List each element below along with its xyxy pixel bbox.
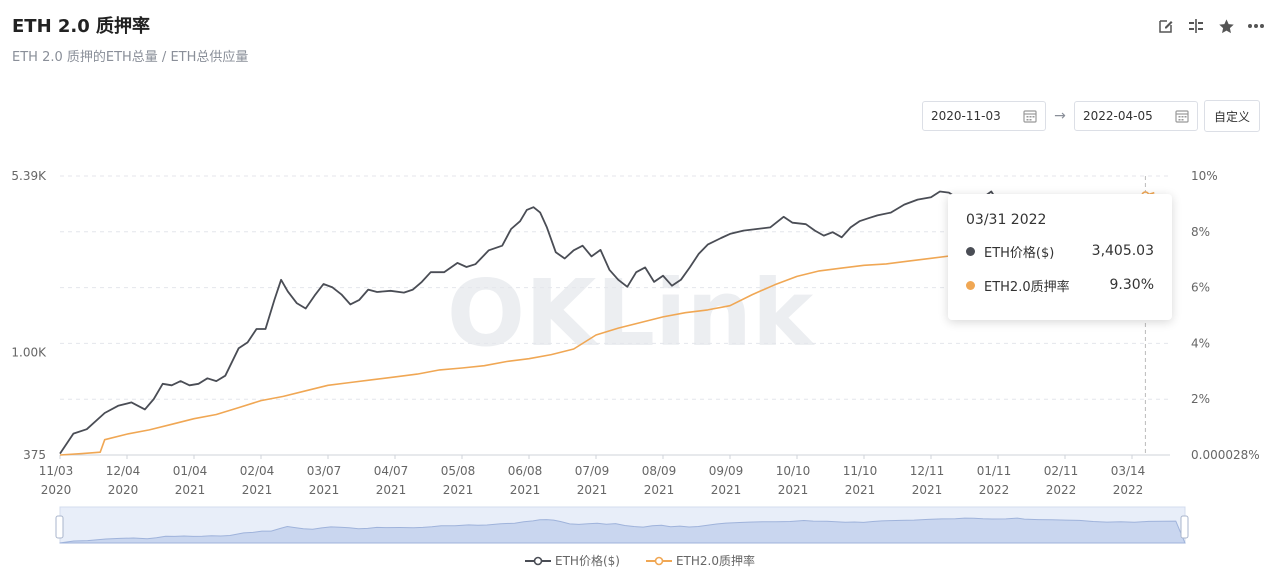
x-tick-year: 2021	[778, 483, 809, 497]
x-tick-label: 10/10	[776, 464, 811, 478]
start-date-field[interactable]: 2020-11-03	[921, 101, 1046, 131]
end-date-value: 2022-04-05	[1082, 109, 1153, 123]
x-tick-label: 02/11	[1044, 464, 1079, 478]
zoom-preview-area	[59, 517, 1186, 544]
watermark-logo: OKLink	[447, 260, 815, 367]
x-tick-label: 06/08	[508, 464, 543, 478]
right-axis: 0.000028% 2% 4% 6% 8% 10%	[1191, 169, 1260, 462]
legend-line-icon	[645, 556, 672, 565]
right-tick-label: 2%	[1191, 392, 1210, 406]
tooltip-series-name: ETH2.0质押率	[984, 279, 1070, 295]
right-tick-label: 0.000028%	[1191, 448, 1260, 462]
left-tick-label: 375	[23, 448, 46, 462]
left-axis: 375 1.00K 5.39K	[11, 169, 47, 462]
legend-item-stake[interactable]: ETH2.0质押率	[645, 552, 755, 569]
x-tick-year: 2021	[845, 483, 876, 497]
legend-label: ETH2.0质押率	[675, 554, 755, 568]
right-tick-label: 6%	[1191, 281, 1210, 295]
x-tick-year: 2021	[510, 483, 541, 497]
tooltip-date: 03/31 2022	[966, 212, 1047, 228]
x-tick-label: 04/07	[374, 464, 409, 478]
tooltip-series-name: ETH价格($)	[984, 245, 1055, 261]
x-tick-year: 2021	[644, 483, 675, 497]
x-tick-label: 09/09	[709, 464, 744, 478]
end-date-field[interactable]: 2022-04-05	[1073, 101, 1198, 131]
page-title: ETH 2.0 质押率	[12, 16, 151, 37]
x-tick-label: 02/04	[240, 464, 275, 478]
x-tick-label: 12/04	[106, 464, 141, 478]
x-tick-year: 2021	[443, 483, 474, 497]
stake-dot-icon	[966, 280, 975, 290]
x-tick-label: 08/09	[642, 464, 677, 478]
page-subtitle: ETH 2.0 质押的ETH总量 / ETH总供应量	[12, 50, 249, 65]
left-tick-label: 5.39K	[11, 169, 47, 183]
tooltip-series-value: 9.30%	[1109, 277, 1154, 293]
x-tick-year: 2021	[376, 483, 407, 497]
x-tick-label: 11/10	[843, 464, 878, 478]
x-tick-label: 07/09	[575, 464, 610, 478]
x-tick-label: 03/14	[1111, 464, 1146, 478]
date-range-picker: 2020-11-03 → 2022-04-05 自定义	[921, 100, 1260, 132]
chart-legend: ETH价格($) ETH2.0质押率	[0, 552, 1280, 569]
price-dot-icon	[966, 246, 975, 256]
right-tick-label: 10%	[1191, 169, 1218, 183]
calendar-icon	[1023, 110, 1037, 123]
x-tick-year: 2020	[41, 483, 72, 497]
legend-item-price[interactable]: ETH价格($)	[525, 552, 620, 569]
tooltip-series-value: 3,405.03	[1091, 243, 1154, 259]
tooltip-row-price: ETH价格($) 3,405.03	[966, 242, 1154, 261]
edit-icon[interactable]	[1156, 16, 1176, 36]
x-tick-year: 2021	[912, 483, 943, 497]
x-tick-label: 01/11	[977, 464, 1012, 478]
staking-rate-chart: OKLink 375 1.00K 5.39K 0.000028% 2% 4% 6% 8% 10…	[11, 169, 1260, 544]
x-tick-year: 2021	[711, 483, 742, 497]
x-tick-year: 2020	[108, 483, 139, 497]
eth-price-line	[59, 190, 1146, 455]
x-tick-year: 2022	[1113, 483, 1144, 497]
x-tick-label: 12/11	[910, 464, 945, 478]
star-icon[interactable]	[1216, 16, 1236, 36]
legend-label: ETH价格($)	[555, 554, 620, 568]
x-tick-year: 2021	[577, 483, 608, 497]
x-tick-label: 05/08	[441, 464, 476, 478]
start-date-value: 2020-11-03	[930, 109, 1001, 123]
left-tick-label: 1.00K	[11, 345, 47, 359]
zoom-right-handle[interactable]	[1180, 515, 1189, 539]
x-tick-label: 01/04	[173, 464, 208, 478]
arrow-right-icon: →	[1054, 108, 1066, 124]
x-tick-year: 2021	[175, 483, 206, 497]
x-tick-label: 03/07	[307, 464, 342, 478]
right-tick-label: 4%	[1191, 336, 1210, 350]
right-tick-label: 8%	[1191, 225, 1210, 239]
custom-range-button[interactable]: 自定义	[1203, 100, 1260, 132]
chart-tooltip: 03/31 2022 ETH价格($) 3,405.03 ETH2.0质押率 9…	[948, 194, 1172, 320]
more-icon[interactable]	[1246, 16, 1266, 36]
data-zoom-slider[interactable]	[55, 506, 1189, 544]
zoom-left-handle[interactable]	[55, 515, 64, 539]
x-tick-year: 2021	[242, 483, 273, 497]
x-tick-year: 2022	[1046, 483, 1077, 497]
calendar-icon	[1175, 110, 1189, 123]
chart-toolbar	[1156, 16, 1266, 36]
tooltip-row-stake: ETH2.0质押率 9.30%	[966, 276, 1154, 295]
x-tick-label: 11/03	[39, 464, 74, 478]
split-icon[interactable]	[1186, 16, 1206, 36]
x-tick-year: 2021	[309, 483, 340, 497]
x-axis: 11/03 2020 12/04 2020 01/04 2021 02/04 2021 03/0…	[39, 454, 1170, 497]
legend-line-icon	[525, 556, 552, 565]
x-tick-year: 2022	[979, 483, 1010, 497]
